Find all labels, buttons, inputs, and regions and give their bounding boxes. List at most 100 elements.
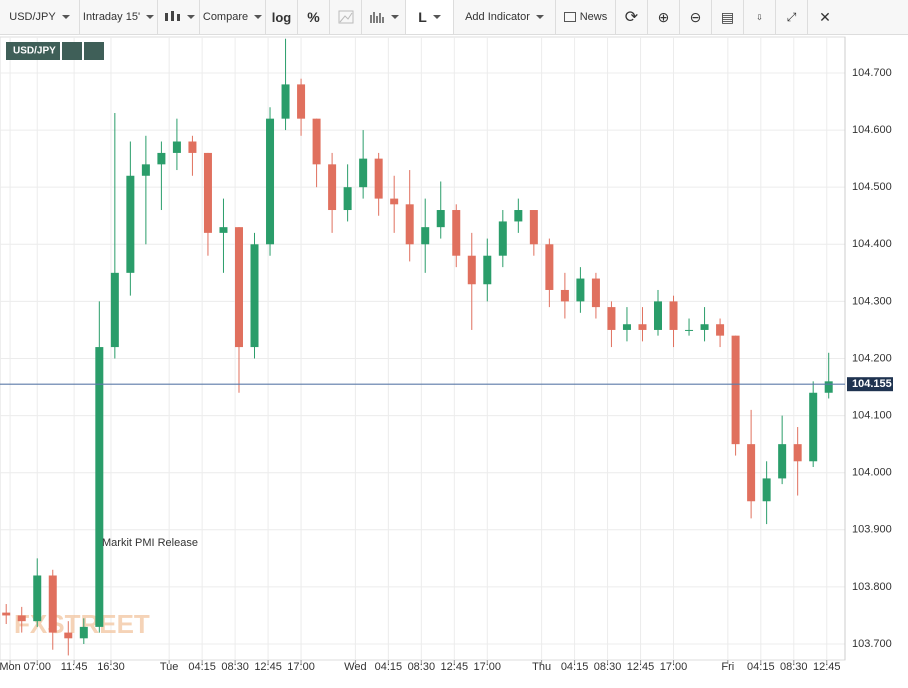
news-button[interactable]: News xyxy=(556,0,616,34)
candle-body xyxy=(560,289,569,302)
candle-body xyxy=(33,575,42,622)
candle-body xyxy=(405,204,414,245)
candle-body xyxy=(328,164,337,211)
candle-body xyxy=(622,324,631,330)
candle-body xyxy=(297,84,306,119)
x-tick-label: 17:00 xyxy=(660,661,688,673)
y-tick-label: 104.000 xyxy=(852,467,892,479)
annotation: Markit PMI Release xyxy=(102,537,198,549)
y-tick-label: 104.500 xyxy=(852,181,892,193)
candle-body xyxy=(498,221,507,256)
candle-body xyxy=(483,255,492,285)
zoom-in-button[interactable]: ⊕ xyxy=(648,0,680,34)
mute-button[interactable]: ✕ xyxy=(819,8,831,25)
candle-body xyxy=(576,278,585,302)
x-tick-label: 07:00 xyxy=(23,661,51,673)
candle-body xyxy=(778,444,787,479)
x-tick-label: 08:30 xyxy=(408,661,436,673)
y-tick-label: 103.900 xyxy=(852,524,892,536)
log-button[interactable]: log xyxy=(266,0,298,34)
candle-body xyxy=(514,210,523,222)
last-price-label: 104.155 xyxy=(852,378,892,390)
interval: Intraday 15' xyxy=(82,11,141,23)
candle-body xyxy=(266,118,275,245)
line-style: L xyxy=(418,9,427,25)
draw-icon xyxy=(338,10,353,24)
candle-body xyxy=(250,244,259,348)
symbol-select[interactable]: USD/JPY xyxy=(0,0,80,34)
chart-type-button[interactable] xyxy=(158,0,200,34)
percent: % xyxy=(307,9,320,25)
x-tick-label: 12:45 xyxy=(441,661,469,673)
candle-body xyxy=(467,255,476,285)
x-tick-label: Thu xyxy=(532,661,551,673)
calendar-box xyxy=(84,42,104,60)
candle-body xyxy=(374,158,383,199)
candle-body xyxy=(203,152,212,233)
compare-button[interactable]: Compare xyxy=(200,0,266,34)
add-indicator-button[interactable]: Add Indicator xyxy=(454,0,556,34)
zoom-out-button[interactable]: ⊖ xyxy=(680,0,712,34)
y-tick-label: 104.600 xyxy=(852,124,892,136)
candle-body xyxy=(731,335,740,445)
print-button[interactable]: ▤ xyxy=(712,0,744,34)
candle-body xyxy=(110,272,119,348)
candle-body xyxy=(343,187,352,211)
y-tick-label: 104.200 xyxy=(852,352,892,364)
fullscreen-button[interactable]: ⤢ xyxy=(776,0,808,34)
compare: Compare xyxy=(202,11,249,23)
y-tick-label: 104.100 xyxy=(852,410,892,422)
candle-body xyxy=(95,347,104,627)
reload-box xyxy=(62,42,82,60)
x-tick-label: 04:15 xyxy=(375,661,403,673)
candle-body xyxy=(529,210,538,245)
symbol-label: USD/JPY xyxy=(13,46,56,57)
symbol-box xyxy=(6,42,60,60)
y-tick-label: 104.400 xyxy=(852,238,892,250)
candle-body xyxy=(172,141,181,153)
x-tick-label: 08:30 xyxy=(221,661,249,673)
symbol: USD/JPY xyxy=(9,11,56,23)
candle-body xyxy=(809,392,818,462)
png-button[interactable]: ⇩ xyxy=(744,0,776,34)
candle-body xyxy=(607,307,616,330)
candle-body xyxy=(545,244,554,290)
candle-body xyxy=(281,84,290,119)
x-tick-label: Fri xyxy=(721,661,734,673)
candle-body xyxy=(653,301,662,330)
candle-body xyxy=(2,612,11,616)
x-tick-label: 17:00 xyxy=(287,661,315,673)
candle-body xyxy=(188,141,197,153)
add-indicator: Add Indicator xyxy=(465,11,530,23)
candle-body xyxy=(793,444,802,462)
x-tick-label: 08:30 xyxy=(780,661,808,673)
x-tick-label: 04:15 xyxy=(561,661,589,673)
x-tick-label: Wed xyxy=(344,661,366,673)
news: News xyxy=(579,11,608,23)
draw-button[interactable] xyxy=(330,0,362,34)
volume-button[interactable] xyxy=(362,0,406,34)
candle-body xyxy=(700,324,709,330)
candle-body xyxy=(79,626,88,639)
candle-body xyxy=(591,278,600,308)
candle-body xyxy=(452,210,461,256)
candle-body xyxy=(390,198,399,205)
toolbar: USD/JPY Intraday 15' Compare log % L Add… xyxy=(0,0,908,35)
refresh-button[interactable]: ⟳ xyxy=(616,0,648,34)
x-tick-label: 12:45 xyxy=(813,661,841,673)
bars-icon xyxy=(369,12,384,23)
log: log xyxy=(271,9,292,25)
candle-body xyxy=(824,381,833,393)
percent-button[interactable]: % xyxy=(298,0,330,34)
candle-body xyxy=(762,478,771,502)
interval-select[interactable]: Intraday 15' xyxy=(80,0,158,34)
candle-body xyxy=(64,632,73,639)
candle-body xyxy=(17,615,26,622)
x-tick-label: Tue xyxy=(160,661,179,673)
candle-body xyxy=(747,444,756,502)
x-tick-label: Mon xyxy=(0,661,21,673)
candle-body xyxy=(638,324,647,330)
line-style-select[interactable]: L xyxy=(406,0,454,34)
